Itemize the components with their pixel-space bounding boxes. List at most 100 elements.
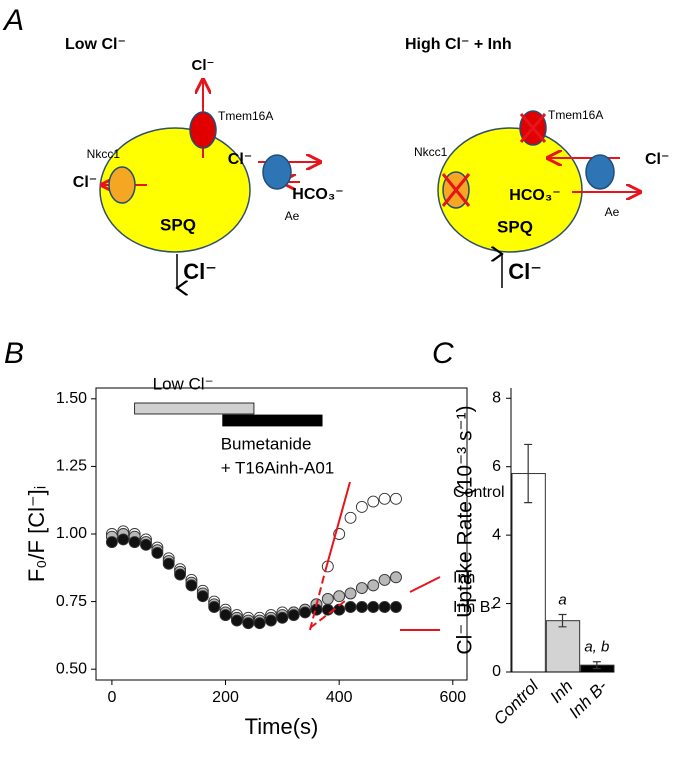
cell-left: Low Cl⁻ Cl⁻ Tmem16A Nkcc1 Cl⁻ Cl⁻ HCO₃⁻ …	[65, 36, 344, 288]
x-tick-label: Inh B-	[565, 676, 611, 722]
ae	[262, 154, 292, 190]
point	[185, 579, 198, 592]
cell-right: High Cl⁻ + Inh Tmem16A Nkcc1 Cl⁻ HCO₃⁻ A…	[405, 36, 669, 288]
ion: Cl⁻	[228, 151, 252, 168]
point	[321, 592, 334, 605]
point	[344, 601, 357, 613]
title: Low Cl⁻	[65, 36, 126, 53]
panel-label: B	[4, 337, 24, 370]
point	[378, 574, 391, 586]
point	[287, 609, 300, 622]
panel-label: A	[2, 4, 24, 37]
series-label: Control	[453, 484, 505, 501]
point	[390, 492, 402, 505]
point	[378, 492, 391, 505]
ion: Cl⁻	[73, 174, 97, 191]
point	[355, 582, 368, 595]
point	[344, 511, 357, 524]
point	[196, 590, 209, 603]
x-axis-label: Time(s)	[245, 714, 319, 739]
point	[230, 614, 243, 627]
period-label: + T16Ainh-A01	[221, 458, 335, 477]
y-tick-label: 1.00	[56, 525, 87, 542]
point	[378, 601, 391, 613]
axes	[510, 388, 614, 673]
y-axis-label: Cl⁻ Uptake Rate (10⁻³ s⁻¹)	[454, 405, 477, 654]
y-tick-label: 1.50	[56, 390, 87, 407]
tmem16a	[189, 111, 217, 149]
result: Cl⁻	[183, 259, 217, 284]
label: Ae	[285, 209, 300, 223]
y-tick-label: 0.75	[56, 593, 87, 610]
cell-label: SPQ	[497, 217, 533, 236]
point	[355, 601, 368, 613]
y-axis-label: F₀/F [Cl⁻]ᵢ	[24, 486, 49, 582]
y-tick-label: 6	[492, 458, 501, 475]
point	[128, 536, 141, 549]
annotation: a	[558, 591, 566, 608]
point	[321, 603, 334, 616]
cell-label: SPQ	[160, 215, 196, 234]
point	[333, 590, 346, 603]
y-tick-label: 0.50	[56, 660, 87, 677]
bar	[511, 473, 546, 673]
y-tick-label: 0	[492, 663, 501, 680]
x-tick-label: 200	[212, 689, 239, 706]
error-bar	[524, 443, 533, 504]
bar	[545, 620, 581, 673]
ion: HCO₃⁻	[292, 186, 343, 203]
point	[299, 606, 312, 619]
block	[441, 173, 471, 207]
point	[367, 495, 380, 508]
annotation: a, b	[584, 639, 609, 656]
ion: Cl⁻	[192, 57, 215, 74]
panel-label: C	[432, 337, 454, 370]
point	[265, 614, 277, 627]
x-tick-label: 400	[326, 689, 353, 706]
period-bar	[222, 414, 323, 427]
period-label: Low Cl⁻	[153, 374, 214, 393]
block	[519, 113, 547, 143]
point	[105, 536, 118, 549]
point	[162, 557, 175, 570]
y-tick-label: 1.25	[56, 458, 87, 475]
title: High Cl⁻ + Inh	[405, 36, 512, 53]
ion: HCO₃⁻	[509, 187, 560, 204]
plot-frame	[95, 387, 468, 681]
point	[355, 501, 368, 513]
nkcc1	[108, 166, 136, 204]
label: Nkcc1	[414, 145, 448, 159]
label: Tmem16A	[218, 109, 273, 123]
fit-lines	[309, 481, 441, 631]
point	[117, 533, 130, 546]
point	[174, 568, 187, 581]
y-tick-label: 2	[492, 595, 501, 612]
point	[390, 601, 402, 613]
point	[344, 587, 357, 600]
point	[151, 546, 164, 559]
x-tick-label: Control	[490, 676, 543, 729]
series-label: Inh	[453, 569, 475, 586]
y-tick-label: 4	[492, 526, 501, 543]
point	[276, 611, 289, 624]
x-tick-label: 600	[439, 689, 466, 706]
label: Tmem16A	[548, 108, 603, 122]
y-tick-label: 8	[492, 389, 501, 406]
ion: Cl⁻	[645, 151, 669, 168]
period-bar	[134, 402, 255, 415]
fit-inh	[409, 576, 441, 593]
point	[367, 579, 380, 592]
error-bar	[558, 613, 567, 628]
x-tick-label: 0	[107, 689, 116, 706]
label: Nkcc1	[87, 147, 121, 161]
point	[208, 601, 221, 613]
result: Cl⁻	[508, 259, 542, 284]
fit-control	[324, 481, 351, 573]
point	[242, 617, 255, 630]
label: Ae	[605, 205, 620, 219]
error-bar	[592, 661, 601, 670]
point	[253, 617, 266, 630]
series-label: Inh B-	[453, 599, 496, 616]
point	[390, 571, 402, 584]
